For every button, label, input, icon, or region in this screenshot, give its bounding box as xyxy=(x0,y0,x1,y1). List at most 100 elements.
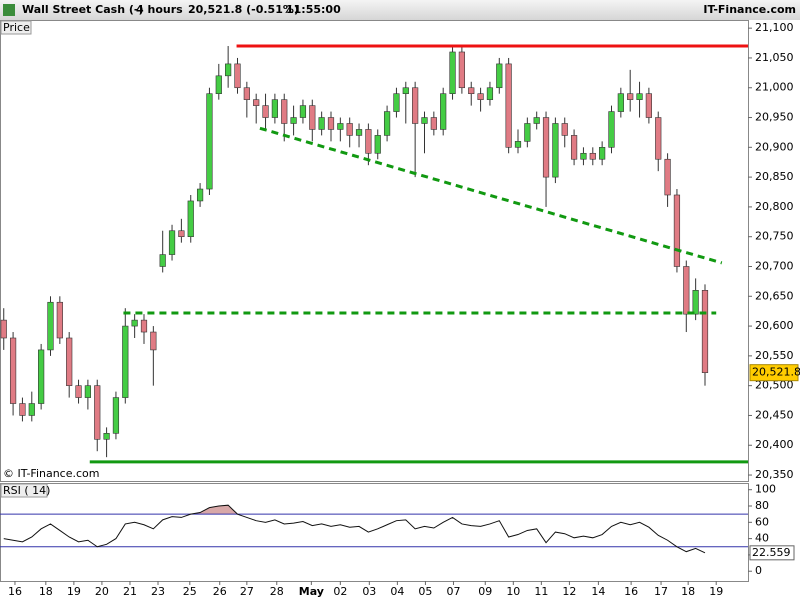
candle-body xyxy=(196,188,204,202)
candle-body xyxy=(112,397,120,434)
x-tick-label: 17 xyxy=(654,585,668,598)
price-label: Price xyxy=(3,21,30,34)
candle-body xyxy=(561,123,568,136)
brand: IT-Finance.com xyxy=(703,3,796,16)
x-tick-label: 16 xyxy=(624,585,638,598)
candle-body xyxy=(187,200,194,237)
candle-body xyxy=(365,129,372,154)
candle-body xyxy=(243,87,250,100)
candle-body xyxy=(290,117,297,124)
x-tick-label: 20 xyxy=(95,585,109,598)
candle-body xyxy=(580,152,587,160)
candle-body xyxy=(636,93,643,100)
instrument: Wall Street Cash (-) xyxy=(22,3,143,16)
candle-body xyxy=(570,135,578,160)
candle-body xyxy=(552,123,559,178)
x-tick-label: 14 xyxy=(591,585,605,598)
x-tick-label: 19 xyxy=(67,585,81,598)
candle-body xyxy=(468,87,475,94)
candle-body xyxy=(374,135,381,154)
candle-body xyxy=(66,337,73,386)
candle-body xyxy=(0,319,7,339)
candle-body xyxy=(655,117,662,160)
x-tick-label: 05 xyxy=(418,585,432,598)
x-tick-label: 07 xyxy=(446,585,460,598)
candle-body xyxy=(318,117,325,130)
rsi-frame xyxy=(0,483,749,582)
candle-body xyxy=(94,385,101,440)
y-tick-label: 100 xyxy=(755,483,776,496)
candle-body xyxy=(458,51,465,89)
x-tick-label: 12 xyxy=(562,585,576,598)
y-tick-label: 20,450 xyxy=(755,408,794,421)
x-tick-label: 21 xyxy=(123,585,137,598)
candle-body xyxy=(664,158,671,196)
candle-body xyxy=(309,105,316,130)
x-tick-label: 27 xyxy=(240,585,254,598)
candle-body xyxy=(150,331,157,351)
candle-body xyxy=(421,117,428,124)
y-tick-label: 20,650 xyxy=(755,289,794,302)
candle-body xyxy=(19,403,26,416)
candle-body xyxy=(701,290,709,373)
rsi-tag xyxy=(0,483,48,498)
x-tick-label: May xyxy=(299,585,324,598)
candle-body xyxy=(271,99,278,118)
x-tick-label: 02 xyxy=(333,585,347,598)
y-tick-label: 20,800 xyxy=(755,200,794,213)
candle-body xyxy=(225,63,232,77)
y-tick-label: 20,350 xyxy=(755,468,794,481)
candle-body xyxy=(505,63,512,148)
candle-body xyxy=(402,87,409,94)
candle-body xyxy=(542,117,550,178)
time: 11:55:00 xyxy=(286,3,341,16)
candle-body xyxy=(38,349,45,404)
price-frame xyxy=(0,20,749,482)
x-tick-label: 25 xyxy=(183,585,197,598)
candle-body xyxy=(383,111,391,136)
candle-body xyxy=(206,93,213,190)
candle-body xyxy=(28,403,35,416)
candle-body xyxy=(477,93,484,100)
x-tick-label: 26 xyxy=(213,585,227,598)
candle-body xyxy=(486,87,494,100)
candle-body xyxy=(56,301,63,339)
y-tick-label: 20,400 xyxy=(755,438,794,451)
plot: 20,350 20,400 20,450 20,500 20,550 20,600 20,6… xyxy=(0,21,800,598)
candle-body xyxy=(496,63,503,89)
candle-body xyxy=(337,123,344,130)
candle-body xyxy=(262,105,269,118)
candle-body xyxy=(393,93,400,112)
x-tick-label: 09 xyxy=(478,585,492,598)
y-tick-label: 21,100 xyxy=(755,21,794,34)
last-rsi-tag xyxy=(749,545,795,561)
x-tick-label: 19 xyxy=(709,585,723,598)
candle-body xyxy=(355,129,363,136)
candle-body xyxy=(327,117,335,130)
candle-body xyxy=(346,123,353,136)
candle-body xyxy=(533,117,540,124)
quote: 20,521.8 (-0.51%) xyxy=(188,3,299,16)
y-tick-label: 20,950 xyxy=(755,111,794,124)
x-tick-label: 10 xyxy=(506,585,520,598)
candle-body xyxy=(178,230,185,237)
overbought-fill xyxy=(190,505,238,515)
candle-body xyxy=(412,87,419,124)
candle-body xyxy=(514,141,522,148)
y-tick-label: 20,600 xyxy=(755,319,794,332)
y-tick-label: 20,850 xyxy=(755,170,794,183)
candle-body xyxy=(524,123,531,142)
x-tick-label: 18 xyxy=(681,585,695,598)
trend-line xyxy=(259,126,723,265)
candle-body xyxy=(75,385,82,398)
x-tick-label: 04 xyxy=(390,585,404,598)
candle-body xyxy=(253,99,260,106)
price-tag xyxy=(0,20,32,35)
candle-body xyxy=(692,290,699,315)
header-bar xyxy=(0,0,800,20)
candle-body xyxy=(234,63,241,89)
y-tick-label: 20,500 xyxy=(755,379,794,392)
candle-body xyxy=(84,385,91,398)
candle-body xyxy=(449,51,456,94)
y-tick-label: 20,750 xyxy=(755,230,794,243)
